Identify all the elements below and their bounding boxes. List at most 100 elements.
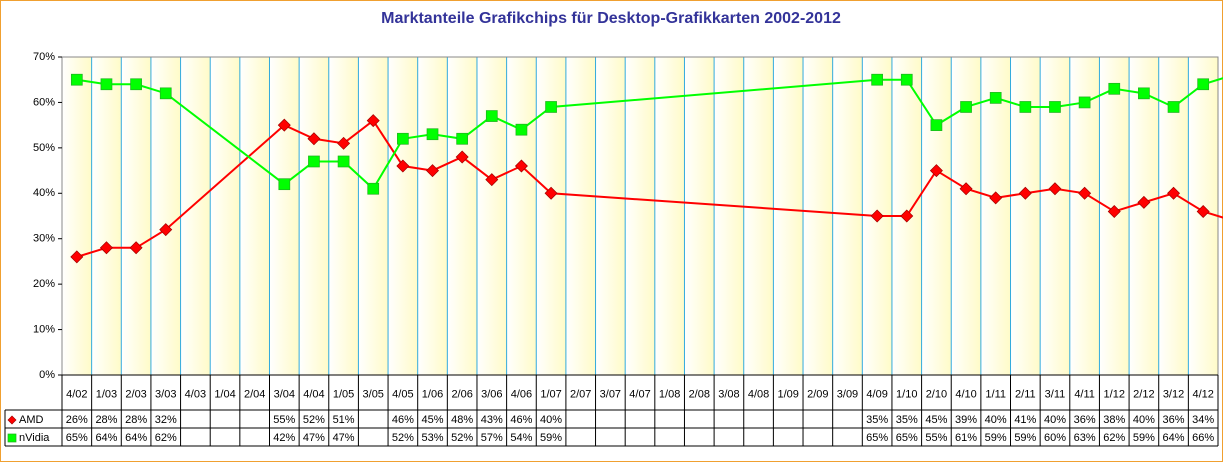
table-value: 63% [1074, 432, 1096, 444]
y-tick-label: 20% [33, 278, 55, 290]
marker [989, 92, 1002, 104]
y-tick-label: 70% [33, 51, 55, 63]
marker [900, 209, 914, 223]
table-value: 52% [392, 432, 414, 444]
marker [514, 159, 528, 173]
x-tick-label: 2/06 [451, 388, 472, 400]
table-value: 40% [540, 414, 562, 426]
table-value: 46% [510, 414, 532, 426]
table-value: 65% [896, 432, 918, 444]
table-value: 40% [1044, 414, 1066, 426]
table-value: 45% [925, 414, 947, 426]
column-stripe [1129, 57, 1159, 375]
table-value: 48% [451, 414, 473, 426]
marker [989, 191, 1003, 205]
marker [544, 186, 558, 200]
marker [70, 250, 84, 264]
chart-title: Marktanteile Grafikchips für Desktop-Gra… [381, 10, 841, 27]
column-stripe [91, 57, 122, 375]
marker [456, 132, 469, 145]
x-tick-label: 1/06 [422, 388, 443, 400]
table-value: 65% [866, 432, 888, 444]
table-value: 35% [866, 414, 888, 426]
x-tick-label: 2/07 [570, 388, 591, 400]
table-value: 59% [1014, 432, 1036, 444]
table-value: 43% [481, 414, 503, 426]
table-value: 59% [985, 432, 1007, 444]
column-stripe [832, 57, 863, 375]
x-tick-label: 4/04 [303, 388, 324, 400]
x-tick-label: 4/11 [1074, 388, 1095, 400]
marker [960, 101, 972, 113]
column-stripe [417, 57, 448, 375]
marker [159, 223, 173, 237]
column-stripe [269, 57, 300, 375]
marker [485, 173, 499, 187]
marker [366, 114, 380, 128]
table-value: 55% [273, 414, 295, 426]
column-stripe [150, 57, 181, 375]
x-tick-label: 4/08 [748, 388, 769, 400]
x-tick-label: 3/06 [481, 388, 502, 400]
x-tick-label: 1/04 [214, 388, 235, 400]
table-value: 53% [421, 432, 443, 444]
x-tick-label: 3/12 [1163, 388, 1184, 400]
x-tick-label: 3/08 [718, 388, 739, 400]
marker [278, 178, 291, 191]
x-tick-label: 2/09 [807, 388, 828, 400]
column-stripe [595, 57, 626, 375]
table-value: 55% [925, 432, 947, 444]
y-tick-label: 0% [39, 369, 55, 381]
x-tick-label: 3/09 [837, 388, 858, 400]
x-tick-label: 4/03 [185, 388, 206, 400]
table-value: 52% [451, 432, 473, 444]
marker [1107, 204, 1121, 218]
marker [159, 87, 172, 100]
column-stripe [239, 57, 270, 375]
marker [1049, 101, 1061, 113]
table-value: 57% [481, 432, 503, 444]
table-value: 62% [155, 432, 177, 444]
marker [1078, 186, 1092, 200]
table-value: 35% [896, 414, 918, 426]
legend-marker [7, 415, 17, 425]
y-tick-label: 40% [33, 187, 55, 199]
column-stripe [1069, 57, 1100, 375]
column-stripe [476, 57, 507, 375]
column-stripe [565, 57, 596, 375]
marker [1048, 182, 1062, 196]
column-stripe [773, 57, 804, 375]
marker [545, 101, 557, 113]
column-stripe [803, 57, 833, 375]
table-value: 61% [955, 432, 977, 444]
table-value: 39% [955, 414, 977, 426]
table-value: 40% [1133, 414, 1155, 426]
x-tick-label: 4/10 [955, 388, 976, 400]
marker [929, 164, 943, 178]
table-value: 28% [95, 414, 117, 426]
marker [1167, 101, 1180, 113]
x-tick-label: 4/09 [866, 388, 887, 400]
marker [1138, 87, 1150, 100]
marker [1018, 186, 1032, 200]
marker [1108, 82, 1121, 95]
plot-background [62, 57, 1218, 375]
table-value: 59% [1133, 432, 1155, 444]
marker [129, 241, 143, 255]
x-tick-label: 3/05 [363, 388, 384, 400]
table-value: 36% [1163, 414, 1185, 426]
x-tick-label: 3/07 [600, 388, 621, 400]
column-stripe [358, 57, 389, 375]
marker [337, 136, 351, 150]
table-value: 51% [333, 414, 355, 426]
marker [485, 110, 498, 122]
x-tick-label: 1/10 [896, 388, 917, 400]
x-tick-label: 1/09 [777, 388, 798, 400]
column-stripe [328, 57, 359, 375]
x-tick-label: 2/08 [689, 388, 710, 400]
table-value: 52% [303, 414, 325, 426]
table-value: 47% [333, 432, 355, 444]
x-tick-label: 1/03 [96, 388, 117, 400]
column-stripe [980, 57, 1011, 375]
